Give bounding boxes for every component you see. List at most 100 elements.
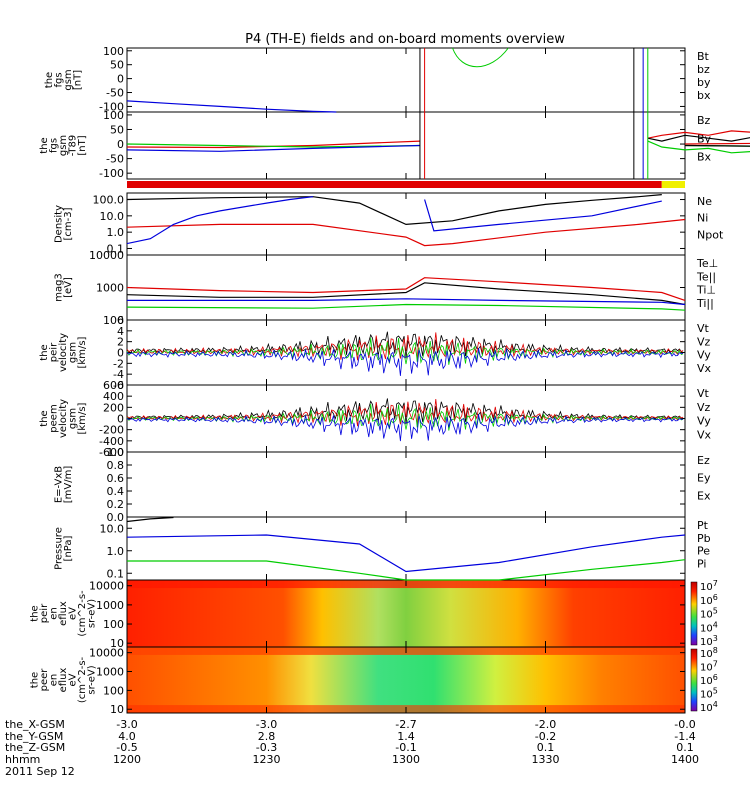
y-tick-label: 10000 — [89, 580, 124, 593]
legend-Te⊥: Te⊥ — [696, 257, 718, 270]
orbit-row-value: 1230 — [253, 753, 281, 766]
panel-frame-peir_vel — [126, 319, 686, 386]
colorbar-base: 10 — [700, 610, 713, 621]
orbit-row-value: 1330 — [532, 753, 560, 766]
colorbar-exp: 4 — [713, 700, 718, 709]
colorbar-base: 10 — [700, 582, 713, 593]
orbit-row-value: 0.1 — [676, 741, 694, 754]
y-tick-label: 10 — [110, 703, 124, 716]
y-tick-label: 10 — [110, 637, 124, 650]
orbit-row-value: 4.0 — [118, 730, 136, 743]
y-axis-label: E=-VxB — [53, 466, 64, 503]
colorbar-label: 107 — [700, 579, 718, 593]
y-axis-label: eV — [68, 673, 79, 686]
y-axis-label: peer — [39, 668, 50, 692]
y-tick-label: 600 — [103, 379, 124, 392]
y-tick-label: 6 — [117, 314, 124, 327]
y-tick-label: 0.8 — [107, 459, 125, 472]
orbit-row-value: 1400 — [671, 753, 699, 766]
y-tick-label: 1.0 — [107, 545, 125, 558]
y-tick-label: -50 — [106, 153, 124, 166]
orbit-row-value: -1.4 — [674, 730, 695, 743]
y-axis-label: [eV] — [63, 277, 74, 298]
velocity-trace-peem_vel-red — [126, 398, 684, 427]
y-axis-label: gsm — [58, 135, 69, 156]
panel-frame-peem_vel — [126, 384, 686, 453]
y-tick-label: -4 — [113, 368, 124, 381]
y-tick-label: 0.6 — [107, 472, 125, 485]
legend-Bt: Bt — [697, 50, 710, 63]
y-tick-label: 50 — [110, 59, 124, 72]
by-excursion — [452, 47, 509, 68]
y-tick-label: 200 — [103, 401, 124, 414]
legend-bx: bx — [697, 89, 711, 102]
orbit-row-value: -0.0 — [674, 718, 695, 731]
y-axis-label: [nT] — [72, 70, 83, 90]
y-axis-label: [km/s] — [77, 336, 88, 368]
legend-Ti||: Ti|| — [696, 297, 714, 310]
series-density-Npot — [126, 196, 314, 245]
y-axis-label: velocity — [58, 333, 69, 372]
legend-Vx: Vx — [697, 362, 712, 375]
y-axis-label: peir — [49, 342, 60, 362]
y-axis-label: eflux — [58, 601, 69, 626]
y-tick-label: -6 — [113, 379, 124, 392]
orbit-row-value: -3.0 — [116, 718, 137, 731]
colorbar-peir_spec — [690, 581, 698, 646]
legend-Vy: Vy — [697, 415, 711, 428]
y-tick-label: -100 — [99, 167, 124, 180]
y-tick-label: 0.0 — [107, 511, 125, 524]
series-temp-Ti|| — [126, 303, 686, 311]
series-fgs_t89-By — [647, 140, 750, 154]
series-temp-Te|| — [126, 282, 686, 306]
y-tick-label: -50 — [106, 87, 124, 100]
legend-Bz: Bz — [697, 114, 711, 127]
legend-Vz: Vz — [697, 335, 711, 348]
legend-Pb: Pb — [697, 532, 711, 545]
orbit-row-value: -0.5 — [116, 741, 137, 754]
mode-bar-red — [127, 181, 662, 188]
y-axis-label: Density — [53, 205, 64, 243]
colorbar-exp: 7 — [713, 579, 718, 588]
y-tick-label: 4 — [117, 325, 124, 338]
chart-title: P4 (TH-E) fields and on-board moments ov… — [245, 32, 565, 47]
y-axis-label: -T89 — [68, 135, 79, 157]
y-tick-label: 0.1 — [107, 242, 125, 255]
y-axis-label: [mV/m] — [63, 466, 74, 504]
y-axis-label: the — [44, 72, 55, 88]
y-axis-label: (cm^2-s- — [77, 590, 88, 637]
y-axis-label: mag3 — [53, 273, 64, 302]
y-axis-label: the — [39, 410, 50, 426]
legend-Ne: Ne — [697, 195, 712, 208]
colorbar-label: 106 — [700, 593, 718, 607]
legend-Vz: Vz — [697, 401, 711, 414]
orbit-row-label: the_X-GSM — [5, 718, 65, 731]
legend-Ey: Ey — [697, 472, 711, 485]
orbit-row-value: 2.8 — [258, 730, 276, 743]
y-axis-label: [nPa] — [63, 535, 74, 561]
colorbar-label: 105 — [700, 687, 718, 701]
y-tick-label: 1000 — [96, 666, 124, 679]
y-tick-label: -100 — [99, 100, 124, 113]
colorbar-exp: 8 — [713, 646, 718, 655]
y-axis-label: sr-eV) — [87, 599, 98, 628]
orbit-row-value: -2.0 — [535, 718, 556, 731]
panel-frame-pressure — [126, 516, 686, 581]
mode-bar-yellow — [661, 181, 685, 188]
orbit-row-value: 0.1 — [537, 741, 555, 754]
velocity-trace-peir_vel-blue — [126, 348, 684, 376]
y-tick-label: 100 — [103, 314, 124, 327]
legend-Npot: Npot — [697, 228, 724, 241]
y-tick-label: 10000 — [89, 249, 124, 262]
velocity-trace-peir_vel-green — [126, 337, 684, 365]
legend-Vx: Vx — [697, 428, 712, 441]
legend-Ni: Ni — [697, 212, 708, 225]
legend-Vt: Vt — [697, 387, 710, 400]
y-axis-label: velocity — [58, 399, 69, 438]
legend-Pt: Pt — [697, 519, 709, 532]
y-axis-label: gsm — [63, 69, 74, 90]
y-axis-label: fgs — [49, 138, 60, 153]
colorbar-peer_spec — [690, 648, 698, 712]
spectrogram-peir_spec — [127, 580, 685, 647]
